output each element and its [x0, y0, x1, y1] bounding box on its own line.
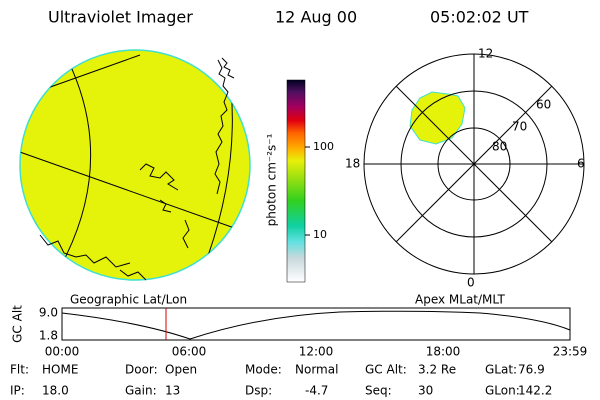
y-tick-label: 1.8 — [39, 329, 58, 343]
x-ticks: 00:00 06:00 12:00 18:00 23:59 — [45, 345, 588, 359]
colorbar-scale — [286, 79, 306, 283]
colorbar-label: photon cm⁻²s⁻¹ — [265, 133, 279, 226]
field-value: 3.2 Re — [418, 363, 456, 377]
title: Ultraviolet Imager — [48, 8, 193, 27]
mlt-label: 6 — [577, 157, 585, 171]
colorbar: 100 10 photon cm⁻²s⁻¹ — [265, 79, 334, 283]
polar-map: 12 18 6 0 60 70 80 — [345, 47, 585, 290]
coastline — [221, 57, 235, 79]
time: 05:02:02 UT — [430, 8, 529, 27]
field-value: 76.9 — [518, 363, 545, 377]
x-tick-label: 23:59 — [553, 345, 588, 359]
date: 12 Aug 00 — [275, 8, 357, 27]
colorbar-tick-label: 100 — [313, 140, 334, 153]
lat-label: 70 — [512, 120, 527, 134]
mlt-label: 12 — [478, 47, 493, 61]
field-label: Seq: — [365, 384, 392, 398]
field-value: Open — [165, 363, 197, 377]
auroral-oval — [409, 91, 466, 145]
field-value: HOME — [42, 363, 78, 377]
map-mask — [228, 56, 242, 70]
mlt-label: 18 — [345, 157, 360, 171]
footer: Flt: HOME Door: Open Mode: Normal GC Alt: 3.2 R… — [10, 363, 552, 398]
altitude-axis-label: GC Alt — [11, 305, 25, 343]
map-title: Geographic Lat/Lon — [70, 293, 187, 307]
x-tick-label: 18:00 — [426, 345, 461, 359]
field-label: Mode: — [245, 363, 282, 377]
x-tick-label: 06:00 — [172, 345, 207, 359]
coastlines — [39, 59, 229, 281]
field-label: GC Alt: — [365, 363, 407, 377]
altitude-curve — [61, 310, 571, 340]
field-label: Door: — [125, 363, 158, 377]
header: Ultraviolet Imager 12 Aug 00 05:02:02 UT — [48, 8, 529, 27]
field-label: Flt: — [10, 363, 29, 377]
x-tick-label: 00:00 — [45, 345, 80, 359]
field-label: GLon: — [485, 384, 520, 398]
geo-map — [19, 49, 251, 281]
field-value: 18.0 — [42, 384, 69, 398]
map-title: Apex MLat/MLT — [415, 293, 505, 307]
plot-frame — [61, 307, 571, 341]
y-tick-label: 9.0 — [39, 306, 58, 320]
colorbar-tick-label: 10 — [313, 228, 327, 241]
field-label: IP: — [10, 384, 25, 398]
mlt-label: 0 — [467, 276, 475, 290]
field-value: 13 — [165, 384, 180, 398]
x-tick-label: 12:00 — [299, 345, 334, 359]
field-label: GLat: — [485, 363, 517, 377]
field-value: -4.7 — [305, 384, 328, 398]
lat-label: 60 — [536, 98, 551, 112]
altitude-plot: GC Alt 9.0 1.8 00:00 06:00 12:00 18:00 23:59 — [11, 305, 588, 359]
field-value: Normal — [295, 363, 338, 377]
field-value: 142.2 — [518, 384, 552, 398]
lat-label: 80 — [492, 140, 507, 154]
field-value: 30 — [418, 384, 433, 398]
image-disk — [19, 49, 251, 281]
polar-grid — [363, 53, 585, 275]
field-label: Dsp: — [245, 384, 272, 398]
field-label: Gain: — [125, 384, 157, 398]
